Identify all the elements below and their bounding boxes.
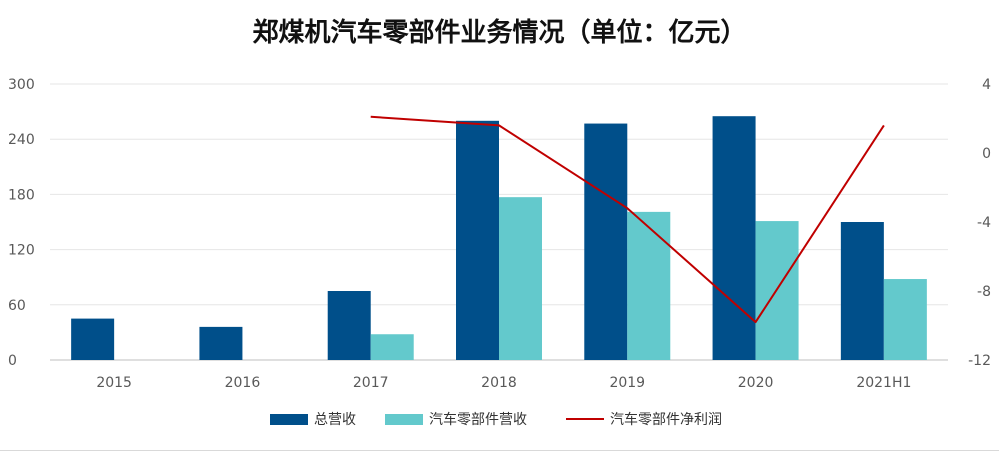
bar-total-revenue: [456, 120, 499, 360]
bottom-divider: [0, 450, 999, 451]
legend-label-total-revenue: 总营收: [314, 412, 356, 428]
bar-total-revenue: [71, 318, 115, 360]
bar-auto-parts-revenue: [499, 197, 542, 360]
y-left-tick-label: 60: [8, 298, 26, 314]
x-tick-label: 2021H1: [856, 375, 911, 391]
legend-item-auto-parts-profit: 汽车零部件净利润: [566, 409, 722, 429]
legend-swatch-auto-parts-profit: [566, 418, 604, 420]
x-tick-label: 2019: [609, 375, 645, 391]
y-right-tick-label: 4: [982, 77, 991, 93]
bar-total-revenue: [327, 291, 371, 360]
legend-swatch-auto-parts-revenue: [385, 413, 423, 425]
bar-auto-parts-revenue: [370, 334, 414, 360]
bar-total-revenue: [712, 116, 756, 360]
y-left-tick-label: 0: [8, 353, 17, 369]
legend-label-auto-parts-profit: 汽车零部件净利润: [610, 412, 722, 428]
y-left-tick-label: 180: [8, 187, 35, 203]
chart-legend: 总营收 汽车零部件营收 汽车零部件净利润: [0, 409, 999, 433]
x-tick-label: 2018: [481, 375, 517, 391]
y-right-tick-label: -12: [968, 353, 991, 369]
legend-item-total-revenue: 总营收: [270, 409, 356, 429]
y-left-tick-label: 120: [8, 243, 35, 259]
legend-swatch-total-revenue: [270, 413, 308, 425]
y-right-tick-label: -4: [977, 215, 991, 231]
bar-auto-parts-revenue: [627, 211, 671, 360]
x-tick-label: 2016: [225, 375, 261, 391]
y-right-tick-label: -8: [977, 284, 991, 300]
y-right-tick-label: 0: [982, 146, 991, 162]
x-tick-label: 2017: [353, 375, 389, 391]
y-left-tick-label: 300: [8, 77, 35, 93]
chart-title: 郑煤机汽车零部件业务情况（单位：亿元）: [252, 18, 747, 48]
legend-item-auto-parts-revenue: 汽车零部件营收: [385, 409, 527, 429]
bar-total-revenue: [584, 123, 628, 360]
bar-total-revenue: [840, 222, 884, 360]
x-tick-label: 2015: [96, 375, 132, 391]
x-tick-label: 2020: [738, 375, 774, 391]
y-left-tick-label: 240: [8, 132, 35, 148]
line-auto-parts-profit: [370, 115, 885, 324]
bar-total-revenue: [199, 326, 243, 360]
bar-auto-parts-revenue: [883, 279, 927, 360]
legend-label-auto-parts-revenue: 汽车零部件营收: [429, 412, 527, 428]
